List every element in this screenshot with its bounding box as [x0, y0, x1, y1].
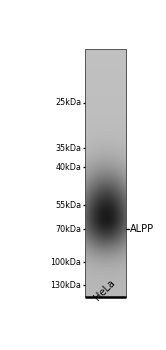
Text: ALPP: ALPP: [130, 224, 154, 234]
Text: 70kDa: 70kDa: [55, 225, 81, 234]
Text: 40kDa: 40kDa: [55, 163, 81, 172]
Text: HeLa: HeLa: [93, 278, 117, 303]
Text: 55kDa: 55kDa: [55, 201, 81, 210]
Bar: [85, 49, 126, 297]
Text: 130kDa: 130kDa: [50, 281, 81, 289]
Text: 100kDa: 100kDa: [50, 258, 81, 267]
Text: 35kDa: 35kDa: [55, 144, 81, 153]
Text: 25kDa: 25kDa: [55, 98, 81, 107]
